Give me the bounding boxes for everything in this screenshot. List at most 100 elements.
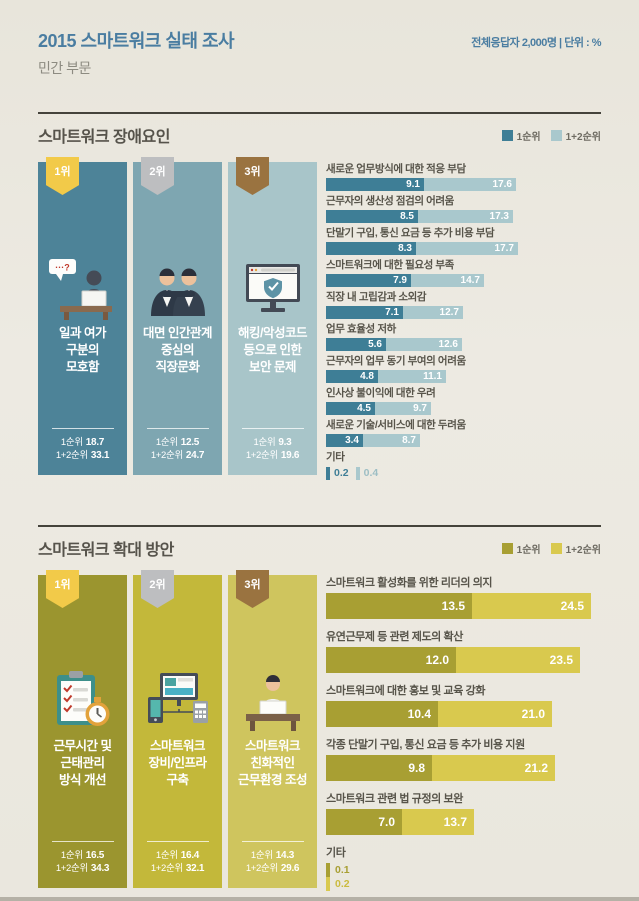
bar-row: 인사상 불이익에 대한 우려 4.5 9.7 [326, 387, 601, 415]
bar-row: 스마트워크에 대한 필요성 부족 7.9 14.7 [326, 259, 601, 287]
stat-label: 1+2순위 [150, 450, 183, 461]
bar-row: 근무자의 생산성 점검의 어려움 8.5 17.3 [326, 195, 601, 223]
etc-values: 0.1 0.2 [326, 863, 601, 891]
section-title: 스마트워크 확대 방안 [38, 542, 174, 559]
etc-row: 기타 0.2 0.4 [326, 451, 601, 480]
bar-first-rank: 4.8 [326, 370, 378, 383]
bar-cumulative-value: 21.2 [524, 761, 548, 775]
bar-track: 5.6 12.6 [326, 338, 601, 351]
rank-card: 2위 대면 인간관계 중심의 직장문화 1순위 12.5 1+2순위 24.7 [133, 157, 222, 475]
section-title: 스마트워크 장애요인 [38, 129, 170, 146]
divider-line [38, 112, 601, 114]
card-title-line: 모호함 [65, 359, 100, 374]
legend: 1순위 1+2순위 [501, 541, 601, 556]
stat-label: 1순위 [250, 850, 273, 861]
colleagues-icon [141, 254, 215, 320]
bar-cumulative-value: 12.7 [439, 307, 459, 318]
stat-value: 14.3 [275, 850, 295, 861]
bar-track: 13.5 24.5 [326, 593, 601, 619]
card-title: 스마트워크 장비/인프라 구축 [149, 738, 207, 789]
confused-worker-icon: ···? [46, 254, 120, 320]
bar-label: 유연근무제 등 관련 제도의 확산 [326, 631, 463, 643]
bar-cumulative: 8.7 [363, 434, 420, 447]
bar-cumulative: 24.5 [472, 593, 591, 619]
card-title-line: 근무환경 조성 [238, 772, 307, 787]
card-title-line: 스마트워크 [149, 739, 206, 753]
bar-chart: 새로운 업무방식에 대한 적응 부담 9.1 17.6 근무자의 생산성 점검의 어려… [326, 162, 601, 480]
bar-first-rank: 9.1 [326, 178, 424, 191]
section-expansion: 스마트워크 확대 방안 1순위 1+2순위 1위 근무시간 및 근태관리 방식 개선 1… [38, 525, 601, 891]
legend-second-label: 1+2순위 [565, 131, 601, 143]
bar-cumulative-value: 24.5 [560, 599, 584, 613]
bar-first-value: 10.4 [407, 707, 431, 721]
card-title-line: 구분의 [65, 342, 100, 357]
section-content: 1위 ···? 일과 여가 구분의 모호함 1순위 18.7 1+2순위 33.1 2위 대면 인간… [38, 157, 601, 480]
stat-label: 1+2순위 [55, 450, 88, 461]
first-rank-stat: 1순위 12.5 [151, 436, 204, 449]
card-title-line: 방식 개선 [59, 772, 106, 787]
page-subtitle: 민간 부문 [38, 60, 91, 76]
card-divider [51, 841, 114, 842]
bar-label: 스마트워크에 대한 홍보 및 교육 강화 [326, 685, 486, 697]
rank-label: 1위 [54, 579, 71, 591]
rank-label: 2위 [149, 579, 166, 591]
bar-row: 스마트워크에 대한 홍보 및 교육 강화 10.4 21.0 [326, 684, 601, 727]
rank-label: 2위 [149, 166, 166, 178]
card-title-line: 구축 [166, 772, 189, 787]
bar-first-rank: 3.4 [326, 434, 363, 447]
rank-card: 1위 근무시간 및 근태관리 방식 개선 1순위 16.5 1+2순위 34.3 [38, 570, 127, 888]
stat-value: 16.5 [85, 850, 105, 861]
bar-cumulative: 17.3 [418, 210, 513, 223]
first-rank-stat: 1순위 9.3 [246, 436, 299, 449]
rank-card: 3위 해킹/악성코드 등으로 인한 보안 문제 1순위 9.3 1+2순위 19.6 [228, 157, 317, 475]
section-obstacles: 스마트워크 장애요인 1순위 1+2순위 1위 ···? 일과 여가 구분의 모호함 1순… [38, 112, 601, 480]
card-stats: 1순위 14.3 1+2순위 29.6 [245, 849, 300, 875]
security-monitor-icon [236, 254, 310, 320]
bar-row: 스마트워크 활성화를 위한 리더의 의지 13.5 24.5 [326, 576, 601, 619]
legend-first-swatch [501, 129, 513, 141]
etc-first-bar [326, 466, 330, 480]
bar-first-value: 9.1 [406, 179, 420, 190]
stat-value: 24.7 [185, 450, 205, 461]
bar-first-rank: 9.8 [326, 755, 432, 781]
card-title-line: 해킹/악성코드 [238, 326, 307, 340]
bar-cumulative: 11.1 [378, 370, 446, 383]
bar-first-rank: 5.6 [326, 338, 386, 351]
bar-label: 근무자의 생산성 점검의 어려움 [326, 195, 454, 207]
bar-cumulative-value: 12.6 [438, 339, 458, 350]
legend-first-label: 1순위 [516, 131, 541, 143]
bar-chart: 스마트워크 활성화를 위한 리더의 의지 13.5 24.5 유연근무제 등 관련 제… [326, 575, 601, 891]
bar-first-value: 7.9 [393, 275, 407, 286]
card-divider [241, 428, 304, 429]
stat-value: 29.6 [280, 863, 300, 874]
card-title-line: 근무시간 및 [53, 739, 112, 753]
etc-label: 기타 [326, 451, 345, 463]
bar-track: 7.0 13.7 [326, 809, 601, 835]
bar-cumulative: 14.7 [411, 274, 484, 287]
bar-label: 스마트워크에 대한 필요성 부족 [326, 259, 454, 271]
section-header: 스마트워크 확대 방안 1순위 1+2순위 [38, 536, 601, 560]
card-title-line: 일과 여가 [59, 326, 106, 340]
bar-first-rank: 12.0 [326, 647, 456, 673]
bar-cumulative: 21.0 [438, 701, 552, 727]
bar-label: 인사상 불이익에 대한 우려 [326, 387, 436, 399]
bar-track: 4.5 9.7 [326, 402, 601, 415]
first-rank-stat: 1순위 14.3 [246, 849, 299, 862]
bar-cumulative-value: 9.7 [413, 403, 427, 414]
etc-label: 기타 [326, 847, 346, 859]
bar-first-value: 12.0 [425, 653, 449, 667]
svg-text:···?: ···? [55, 263, 70, 273]
rank-badge: 3위 [236, 157, 269, 195]
cumulative-stat: 1+2순위 24.7 [150, 449, 205, 462]
bar-label: 각종 단말기 구입, 통신 요금 등 추가 비용 지원 [326, 739, 525, 751]
bar-track: 10.4 21.0 [326, 701, 601, 727]
card-divider [146, 841, 209, 842]
stat-value: 34.3 [90, 863, 110, 874]
bar-label: 직장 내 고립감과 소외감 [326, 291, 427, 303]
stat-value: 9.3 [278, 437, 292, 448]
bar-label: 새로운 업무방식에 대한 적응 부담 [326, 163, 466, 175]
bar-first-value: 7.1 [385, 307, 399, 318]
bar-cumulative-value: 8.7 [402, 435, 416, 446]
stat-label: 1순위 [253, 437, 276, 448]
stat-label: 1+2순위 [245, 863, 278, 874]
